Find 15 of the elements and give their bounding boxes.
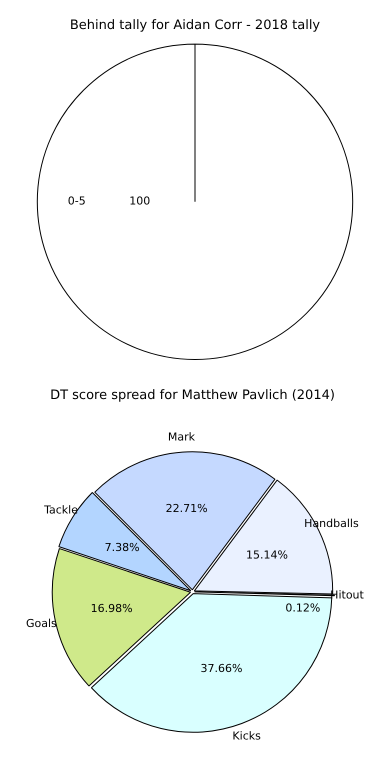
data-label: 22.71% (166, 502, 208, 516)
slice-label: Tackle (43, 503, 78, 516)
data-label: 7.38% (104, 541, 140, 554)
chart-title: Behind tally for Aidan Corr - 2018 tally (70, 18, 320, 34)
slice-label: Hitout (330, 588, 365, 602)
data-label: 15.14% (246, 548, 288, 562)
data-label: 37.66% (200, 662, 242, 676)
data-label: 0.12% (285, 602, 320, 615)
chart-title: DT score spread for Matthew Pavlich (2014) (50, 388, 335, 404)
slice-label: 0-5 (68, 194, 86, 208)
slice-label: Kicks (232, 729, 262, 742)
data-label: 16.98% (90, 602, 133, 616)
data-label: 100 (129, 194, 150, 208)
slice-label: Mark (168, 430, 196, 444)
slice-label: Goals (26, 617, 58, 630)
